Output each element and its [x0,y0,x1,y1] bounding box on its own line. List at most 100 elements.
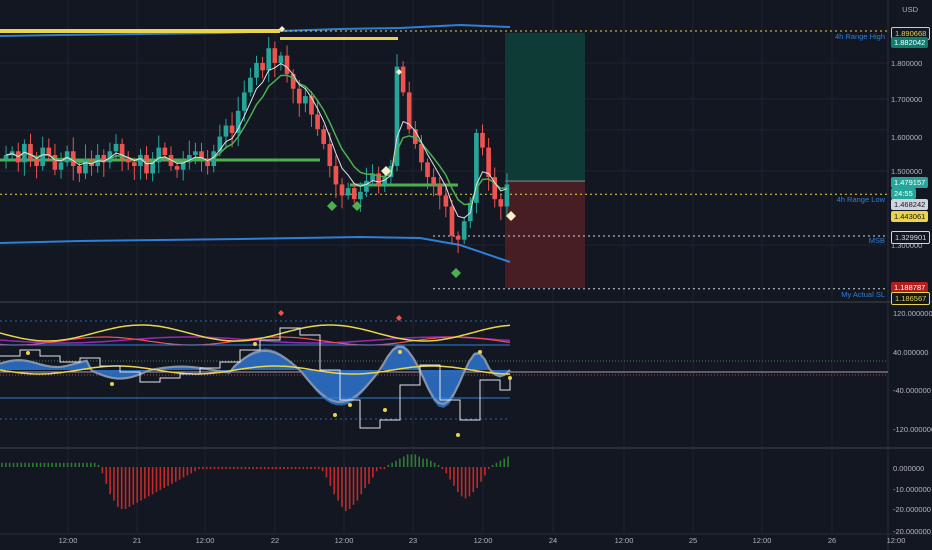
x-tick-label: 12:00 [753,536,772,545]
candle-body [376,173,381,185]
x-tick-label: 12:00 [335,536,354,545]
candle-body [119,143,125,159]
candle-body [486,147,491,178]
candle-body [138,154,143,167]
candle-body [193,151,198,155]
candle-body [449,206,455,236]
x-tick-label: 22 [271,536,279,545]
bands [0,23,511,263]
price-tag-stop: 1.188787 [891,282,929,293]
price-tag-price-2: 1.468242 [891,199,929,210]
hist-y-tick-label: -20.000000 [893,505,931,514]
candle-body [199,151,204,159]
candle-body [77,166,82,174]
range-high-bar [0,29,280,33]
oscillator-pane [0,310,888,437]
candle-body [345,188,351,196]
candle-body [339,184,345,196]
candle-body [455,235,461,240]
candle-body [254,62,259,78]
osc-dot [110,382,114,386]
oscillator-area [0,344,510,408]
osc-top-marker [396,315,402,321]
hist-y-tick-label: 0.000000 [893,464,924,473]
candle-body [235,110,241,133]
lower-band [0,235,511,263]
osc-dot [383,408,387,412]
candle-body [333,166,339,185]
candle-body [296,88,302,104]
range-high-bar-2 [280,37,398,40]
x-tick-label: 23 [409,536,417,545]
osc-dot [253,342,257,346]
level-label: MSB [868,236,885,245]
yellow-lower-line [0,365,510,375]
candle-body [406,92,412,130]
candle-body [437,184,443,196]
buy-signal-marker [352,201,362,211]
price-tag-countdown: 24:55 [891,188,916,199]
price-tag-last-price: 1.479157 [891,177,929,188]
y-tick-label: 1.700000 [891,95,922,104]
candle-body [248,77,253,93]
candle-body [125,158,131,163]
osc-y-tick-label: -120.000000 [893,425,932,434]
stop-zone [505,181,585,288]
candle-body [58,162,64,170]
candle-body [504,184,510,207]
candle-body [461,221,467,240]
price-tag-msb: 1.329901 [891,231,931,244]
candle-body [28,143,33,159]
candle-body [101,154,107,163]
candle-body [480,132,485,148]
candle-body [278,55,284,63]
candle-body [290,73,296,89]
candle-body [260,62,265,71]
osc-dot [398,350,402,354]
candle-body [83,158,88,174]
signal-marker [506,211,516,221]
candle-body [180,162,186,170]
purple-line [0,336,511,344]
price-axis: 1.800000 1.700000 1.600000 1.500000 1.300000… [891,59,932,536]
candle-body [498,199,504,207]
buy-signal-marker [327,201,337,211]
y-tick-label: 1.800000 [891,59,922,68]
oscillator-signal [0,345,511,406]
osc-dot [26,351,30,355]
candle-body [327,143,333,167]
candle-body [400,66,406,93]
osc-y-tick-label: -40.000000 [893,386,931,395]
yellow-upper-line [0,324,511,342]
candle-body [34,158,39,167]
signal-marker [396,69,402,75]
x-tick-label: 26 [828,536,836,545]
osc-y-tick-label: 120.000000 [893,309,932,318]
candle-body [9,151,15,155]
x-tick-label: 12:00 [887,536,906,545]
position-zones [505,32,585,288]
osc-dot [478,350,482,354]
candle-body [174,166,180,170]
candle-body [217,136,223,152]
candle-body [113,143,119,152]
price-tag-actual-sl: 1.186567 [891,292,931,305]
ema-fast [5,62,508,219]
candle-body [162,147,168,155]
markers [279,26,516,278]
candle-body [443,195,449,207]
histogram-pane [1,454,509,512]
candle-body [186,154,192,163]
signal-marker [381,166,391,176]
candle-body [358,191,363,200]
x-tick-label: 25 [689,536,697,545]
candle-body [132,162,137,167]
price-tag-range-low: 1.443061 [891,211,929,222]
osc-dot [508,376,512,380]
target-zone [505,32,585,182]
y-tick-label: 1.500000 [891,167,922,176]
price-tag-target: 1.882042 [891,37,929,48]
candle-body [52,154,58,170]
